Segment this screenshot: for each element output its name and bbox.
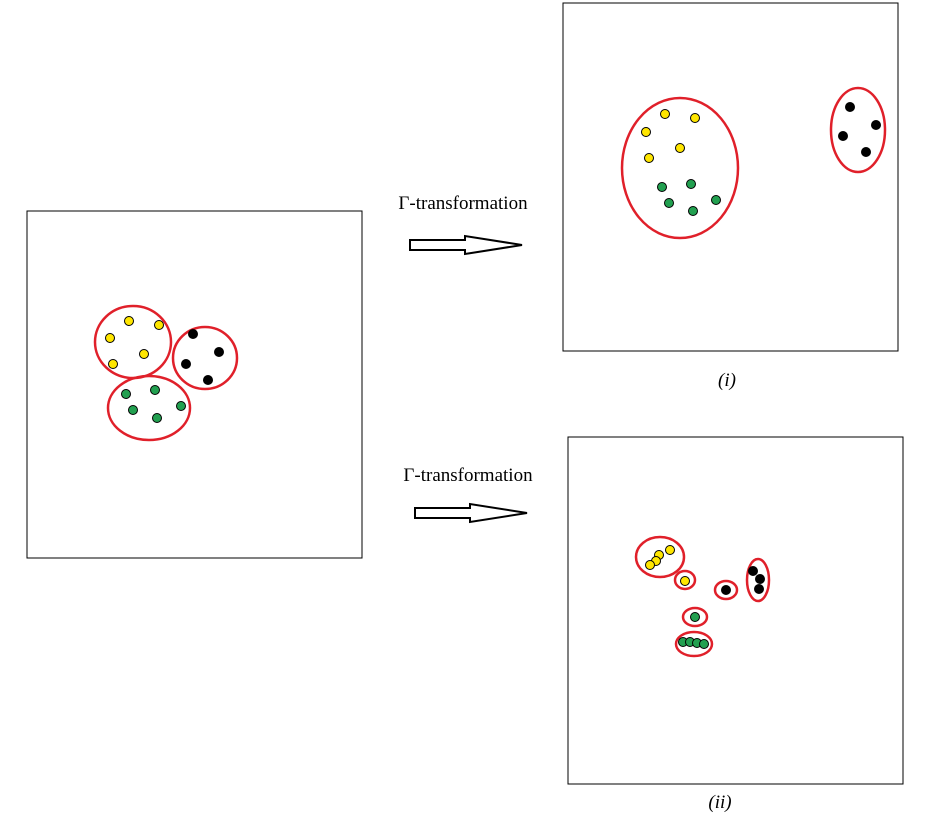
result-ii-black-single-outline — [713, 579, 739, 601]
black-point — [214, 347, 224, 357]
black-point — [838, 131, 848, 141]
original-frame — [26, 210, 363, 559]
yellow-point — [644, 153, 654, 163]
result-ii-yellow-cluster-outline — [634, 535, 686, 579]
green-point — [176, 401, 186, 411]
green-point — [711, 195, 721, 205]
green-point — [690, 612, 700, 622]
yellow-point — [690, 113, 700, 123]
top-transformation-arrow: Γ-transformation — [398, 193, 528, 256]
caption-i: (i) — [718, 370, 736, 391]
green-point — [150, 385, 160, 395]
result-ii-frame — [567, 436, 904, 785]
yellow-point — [641, 127, 651, 137]
yellow-point — [124, 316, 134, 326]
result-i-merged-cluster-outline — [620, 96, 740, 240]
black-point — [181, 359, 191, 369]
result-panel-ii: (ii) — [567, 436, 904, 813]
green-point — [688, 206, 698, 216]
result-ii-yellow-single-outline — [673, 569, 697, 591]
result-ii-black-cluster-outline — [745, 557, 771, 603]
result-ii-green-single-outline — [681, 606, 709, 628]
green-point — [664, 198, 674, 208]
green-point — [657, 182, 667, 192]
yellow-point — [139, 349, 149, 359]
yellow-point — [108, 359, 118, 369]
black-point — [754, 584, 764, 594]
caption-ii: (ii) — [708, 792, 731, 813]
green-point — [121, 389, 131, 399]
yellow-point — [680, 576, 690, 586]
yellow-point — [645, 560, 655, 570]
bottom-transformation-arrow: Γ-transformation — [403, 465, 533, 524]
result-i-frame — [562, 2, 899, 352]
result-panel-i: (i) — [562, 2, 899, 391]
black-point — [188, 329, 198, 339]
green-point — [152, 413, 162, 423]
original-panel — [26, 210, 363, 559]
black-point — [861, 147, 871, 157]
right-arrow-icon — [414, 502, 528, 524]
yellow-point — [105, 333, 115, 343]
bottom-arrow-label: Γ-transformation — [403, 465, 533, 486]
result-ii-green-cluster-outline — [674, 630, 714, 658]
original-black-cluster-outline — [171, 325, 239, 391]
right-arrow-icon — [409, 234, 523, 256]
yellow-point — [154, 320, 164, 330]
original-yellow-cluster-outline — [93, 304, 173, 380]
yellow-point — [660, 109, 670, 119]
black-point — [721, 585, 731, 595]
black-point — [871, 120, 881, 130]
black-point — [845, 102, 855, 112]
original-green-cluster-outline — [106, 374, 192, 442]
yellow-point — [665, 545, 675, 555]
green-point — [699, 639, 709, 649]
yellow-point — [675, 143, 685, 153]
black-point — [203, 375, 213, 385]
top-arrow-label: Γ-transformation — [398, 193, 528, 214]
black-point — [755, 574, 765, 584]
black-point — [748, 566, 758, 576]
green-point — [686, 179, 696, 189]
green-point — [128, 405, 138, 415]
result-i-black-cluster-outline — [829, 86, 887, 174]
